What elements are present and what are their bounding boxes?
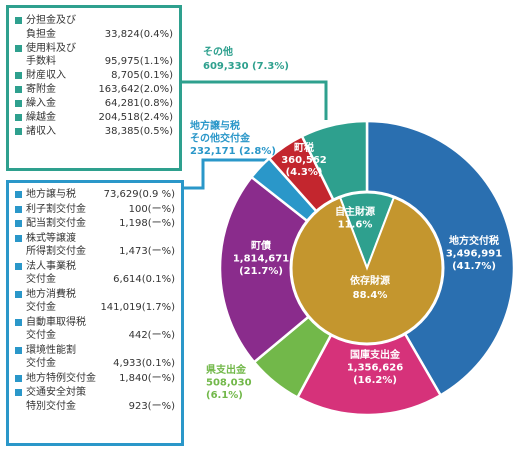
connector-other [182,80,328,120]
other-breakdown-item-value: 163,642(2.0%) [98,84,173,95]
grant-breakdown-item-name: 交通安全対策 [26,387,86,398]
grant-breakdown-item-name: 地方譲与税 [26,189,76,200]
slice-label-transfer-grants: 地方譲与税その他交付金 232,171 (2.8%) [190,119,276,157]
square-bullet-icon [15,72,22,79]
other-breakdown-item-name: 手数料 [26,56,56,67]
other-breakdown-item: 使用料及び手数料 95,975(1.1%) [15,42,173,69]
slice-label-other: その他 609,330 (7.3%) [203,45,289,72]
grant-breakdown-item-value: 1,198(ー%) [119,218,175,229]
grant-breakdown-item-value: 6,614(0.1%) [113,274,175,285]
inner-label-independent-revenue: 自主財源 11.6% [335,205,375,231]
grant-breakdown-item-name: 利子割交付金 [26,203,86,215]
other-breakdown-item: 分担金及び負担金 33,824(0.4%) [15,14,173,41]
grant-breakdown-item-name: 交付金 [26,358,56,369]
grant-breakdown-item-value: 1,473(ー%) [119,246,175,257]
grant-breakdown-item-name: 株式等譲渡 [26,232,76,244]
square-bullet-icon [15,205,22,213]
grant-breakdown-item-value: 442(ー%) [128,330,175,341]
grant-breakdown-item: 地方消費税交付金 141,019(1.7%) [15,288,175,315]
grant-breakdown-item-value: 923(ー%) [128,400,175,412]
square-bullet-icon [15,100,22,107]
grant-breakdown-item: 地方譲与税 73,629(0.9 %) [15,188,175,202]
square-bullet-icon [15,234,22,242]
square-bullet-icon [15,17,22,24]
grant-breakdown-item-name: 交付金 [26,274,56,285]
grant-breakdown-item-value: 4,933(0.1%) [113,358,175,369]
other-breakdown-item-name: 使用料及び [26,42,76,54]
other-breakdown-item-name: 分担金及び [26,15,76,26]
other-breakdown-item-name: 負担金 [26,28,56,40]
grant-breakdown-item-name: 環境性能割 [26,344,76,356]
grant-breakdown-item: 環境性能割交付金 4,933(0.1%) [15,344,175,371]
grant-breakdown-item-name: 交付金 [26,302,56,313]
square-bullet-icon [15,191,22,198]
square-bullet-icon [15,114,22,121]
other-breakdown-item: 諸収入 38,385(0.5%) [15,125,173,139]
square-bullet-icon [15,389,22,396]
grant-breakdown-box: 地方譲与税 73,629(0.9 %) 利子割交付金 100(ー%) 配当割交付金 1,1… [6,180,184,446]
grant-breakdown-item: 配当割交付金 1,198(ー%) [15,217,175,231]
grant-breakdown-item: 利子割交付金 100(ー%) [15,203,175,217]
other-breakdown-item-value: 38,385(0.5%) [104,126,173,137]
grant-breakdown-item-name: 配当割交付金 [26,218,86,229]
other-breakdown-item: 繰入金 64,281(0.8%) [15,97,173,111]
grant-breakdown-item-name: 交付金 [26,330,56,341]
grant-breakdown-item-value: 1,840(ー%) [119,372,175,384]
slice-label-town-bond: 町債 1,814,671 (21.7%) [233,239,289,277]
grant-breakdown-item-name: 地方特例交付金 [26,372,96,384]
square-bullet-icon [15,128,22,135]
other-breakdown-item-value: 204,518(2.4%) [98,112,173,123]
slice-label-town-tax: 町税 360,562 (4.3%) [281,141,327,178]
square-bullet-icon [15,346,22,354]
grant-breakdown-item-name: 特別交付金 [26,400,76,412]
square-bullet-icon [15,86,22,93]
grant-breakdown-item: 交通安全対策 特別交付金 923(ー%) [15,386,175,413]
other-breakdown-item-name: 諸収入 [26,126,56,137]
slice-label-prefectural-subsidy: 県支出金 508,030 (6.1%) [206,363,252,401]
square-bullet-icon [15,262,22,270]
slice-label-national-subsidy: 国庫支出金 1,356,626 (16.2%) [347,348,403,386]
square-bullet-icon [15,374,22,382]
grant-breakdown-item-value: 141,019(1.7%) [100,302,175,313]
grant-breakdown-item-value: 73,629(0.9 %) [103,189,175,200]
grant-breakdown-item-value: 100(ー%) [128,203,175,215]
other-breakdown-item-name: 財産収入 [26,70,66,81]
other-breakdown-item-value: 8,705(0.1%) [111,70,173,81]
slice-label-local-allocation-tax: 地方交付税 3,496,991 (41.7%) [446,234,502,272]
other-breakdown-item: 繰越金 204,518(2.4%) [15,111,173,125]
grant-breakdown-item: 地方特例交付金 1,840(ー%) [15,372,175,386]
other-breakdown-item: 寄附金 163,642(2.0%) [15,83,173,97]
other-breakdown-item-name: 寄附金 [26,84,56,95]
other-breakdown-box: 分担金及び負担金 33,824(0.4%) 使用料及び手数料 95,975(1.1%)… [6,5,182,171]
grant-breakdown-item: 株式等譲渡所得割交付金 1,473(ー%) [15,232,175,259]
other-breakdown-item-value: 95,975(1.1%) [104,56,173,67]
other-breakdown-item-value: 33,824(0.4%) [104,28,173,40]
grant-breakdown-item: 自動車取得税 交付金 442(ー%) [15,316,175,343]
grant-breakdown-item: 法人事業税交付金 6,614(0.1%) [15,260,175,287]
inner-label-dependent-revenue: 依存財源 88.4% [350,274,390,301]
other-breakdown-item-value: 64,281(0.8%) [104,98,173,109]
grant-breakdown-item-name: 所得割交付金 [26,246,86,257]
grant-breakdown-item-name: 自動車取得税 [26,316,86,328]
square-bullet-icon [15,44,22,52]
square-bullet-icon [15,318,22,326]
grant-breakdown-item-name: 法人事業税 [26,260,76,272]
square-bullet-icon [15,220,22,227]
square-bullet-icon [15,290,22,298]
other-breakdown-item-name: 繰越金 [26,112,56,123]
grant-breakdown-item-name: 地方消費税 [26,288,76,300]
other-breakdown-item-name: 繰入金 [26,98,56,109]
other-breakdown-item: 財産収入 8,705(0.1%) [15,69,173,83]
